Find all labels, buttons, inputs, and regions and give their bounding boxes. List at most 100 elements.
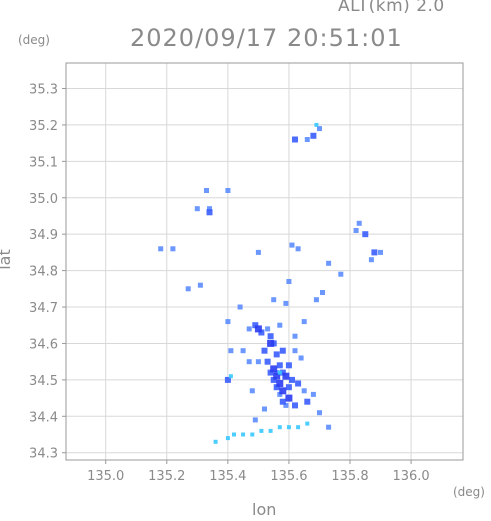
echo-moderate-point xyxy=(273,351,280,358)
echo-weak-point xyxy=(240,348,246,354)
echo-moderate-point xyxy=(273,384,280,391)
echo-weak-point xyxy=(338,271,344,277)
echo-moderate-point xyxy=(292,402,298,409)
echo-weak-point xyxy=(255,359,261,365)
echo-cyan-point xyxy=(268,428,273,433)
x-tick-label: 136.0 xyxy=(392,469,429,484)
echo-moderate-point xyxy=(258,329,265,336)
echo-weak-point xyxy=(228,348,234,354)
echo-cyan-point xyxy=(286,425,291,430)
echo-moderate-point xyxy=(295,380,302,387)
y-tick-label: 35.1 xyxy=(29,155,58,170)
x-axis-title: lon xyxy=(252,500,277,519)
echo-moderate-point xyxy=(270,376,277,383)
echo-cyan-point xyxy=(213,439,218,444)
y-tick-label: 34.8 xyxy=(29,265,58,280)
altitude-label: ALT(km) 2.0 xyxy=(338,0,445,16)
y-tick-label: 34.6 xyxy=(29,337,58,352)
echo-strong-point xyxy=(273,372,281,380)
echo-weak-point xyxy=(301,319,307,325)
echo-weak-point xyxy=(283,300,289,306)
echo-weak-point xyxy=(289,242,295,248)
echo-moderate-point xyxy=(261,347,268,354)
echo-weak-point xyxy=(225,188,231,193)
echo-moderate-point xyxy=(279,369,286,376)
echo-moderate-point xyxy=(206,209,213,216)
echo-strong-point xyxy=(270,365,278,373)
echo-strong-point xyxy=(282,372,290,380)
echo-weak-point xyxy=(158,246,164,252)
echo-strong-point xyxy=(276,380,284,387)
echo-moderate-point xyxy=(310,132,317,139)
echo-moderate-point xyxy=(285,362,292,369)
echo-weak-point xyxy=(265,326,271,332)
echo-cyan-point xyxy=(225,436,230,441)
echo-weak-point xyxy=(286,279,292,284)
echo-weak-point xyxy=(204,188,209,193)
echo-weak-point xyxy=(304,137,310,142)
echo-moderate-point xyxy=(362,231,369,238)
echo-moderate-point xyxy=(279,347,286,354)
y-tick-label: 35.2 xyxy=(29,119,58,134)
echo-weak-point xyxy=(298,355,304,361)
x-tick-label: 135.2 xyxy=(148,469,185,484)
echo-weak-point xyxy=(194,206,200,212)
echo-cyan-point xyxy=(241,432,246,437)
echo-strong-point xyxy=(267,339,275,347)
echo-weak-point xyxy=(246,359,252,365)
echo-weak-point xyxy=(246,326,252,332)
echo-weak-point xyxy=(326,260,332,266)
x-tick-label: 135.8 xyxy=(331,469,368,484)
radar-echo-layer xyxy=(158,122,383,444)
plot-frame xyxy=(65,62,464,461)
y-tick-label: 34.3 xyxy=(29,447,58,462)
echo-moderate-point xyxy=(264,358,271,365)
echo-moderate-point xyxy=(276,362,283,369)
echo-weak-point xyxy=(197,282,203,288)
y-tick-label: 35.3 xyxy=(29,82,58,97)
echo-weak-point xyxy=(368,257,374,263)
echo-weak-point xyxy=(237,304,243,310)
y-axis-unit: (deg) xyxy=(18,33,50,47)
echo-weak-point xyxy=(356,220,362,226)
echo-weak-point xyxy=(255,249,261,255)
echo-moderate-point xyxy=(224,376,231,383)
echo-weak-point xyxy=(262,406,267,412)
echo-weak-point xyxy=(249,388,255,394)
echo-moderate-point xyxy=(285,384,292,391)
x-tick-label: 135.6 xyxy=(270,469,307,484)
x-tick-label: 135.4 xyxy=(209,469,246,484)
echo-weak-point xyxy=(320,290,325,295)
echo-cyan-point xyxy=(314,122,319,127)
y-tick-label: 35.0 xyxy=(29,192,58,207)
echo-weak-point xyxy=(185,286,191,292)
echo-weak-point xyxy=(317,126,322,132)
y-tick-label: 34.5 xyxy=(29,374,58,389)
y-tick-label: 34.7 xyxy=(29,301,58,316)
grid-lines xyxy=(66,63,463,460)
echo-moderate-point xyxy=(267,369,274,376)
echo-weak-point xyxy=(295,246,301,252)
echo-moderate-point xyxy=(252,322,259,329)
echo-weak-point xyxy=(283,402,289,408)
echo-weak-point xyxy=(271,297,277,303)
x-axis-unit: (deg) xyxy=(453,485,485,499)
echo-strong-point xyxy=(279,387,287,395)
echo-cyan-point xyxy=(232,432,236,437)
echo-moderate-point xyxy=(267,333,274,340)
echo-moderate-point xyxy=(289,376,295,383)
echo-cyan-point xyxy=(228,374,233,379)
echo-weak-point xyxy=(225,319,231,325)
echo-cyan-point xyxy=(259,428,264,433)
echo-weak-point xyxy=(170,246,176,252)
echo-strong-point xyxy=(254,325,262,333)
echo-moderate-point xyxy=(279,398,286,405)
echo-weak-point xyxy=(292,348,298,354)
echo-weak-point xyxy=(274,370,280,376)
echo-weak-point xyxy=(310,391,316,397)
y-tick-label: 34.4 xyxy=(29,410,58,425)
echo-cyan-point xyxy=(277,425,282,430)
echo-moderate-point xyxy=(292,136,298,143)
echo-weak-point xyxy=(207,206,212,212)
